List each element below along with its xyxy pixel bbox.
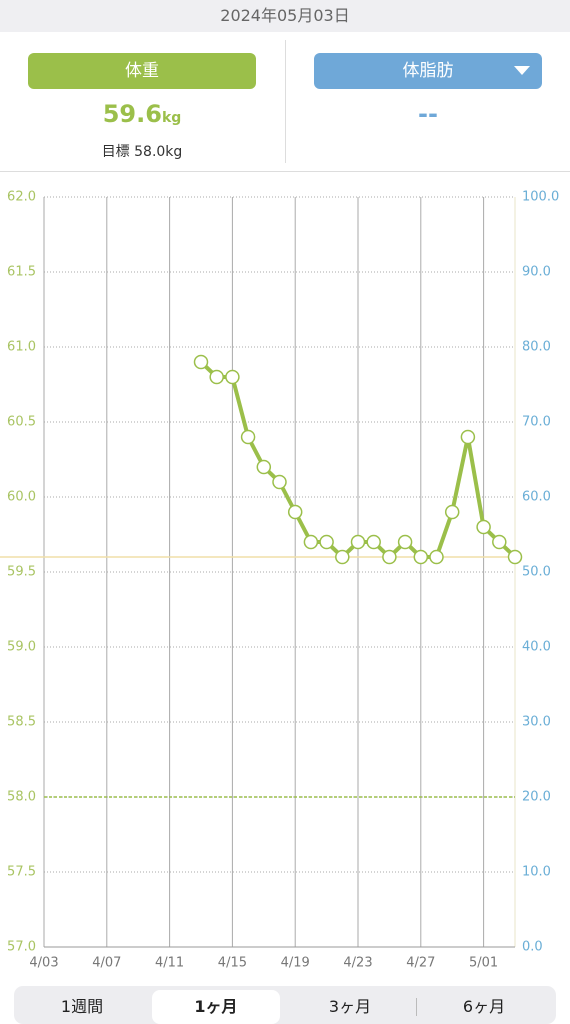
y2-tick-label: 80.0 <box>522 340 551 355</box>
data-point <box>272 474 287 490</box>
weight-button[interactable]: 体重 <box>28 53 256 89</box>
y-tick-label: 58.5 <box>7 715 36 730</box>
period-tab[interactable]: 1週間 <box>60 997 104 1016</box>
separator <box>0 171 570 172</box>
data-point <box>382 549 397 565</box>
data-point <box>303 534 319 550</box>
y-tick-label: 59.0 <box>7 640 36 655</box>
data-point <box>335 549 350 565</box>
y2-tick-label: 70.0 <box>522 415 551 430</box>
y-tick-label: 60.5 <box>7 415 36 430</box>
date-header: 2024年05月03日 <box>0 0 570 32</box>
y2-tick-label: 50.0 <box>522 565 551 580</box>
y-tick-label: 59.5 <box>7 565 36 580</box>
data-point <box>366 534 381 550</box>
fat-value: -- <box>418 100 438 128</box>
y2-tick-label: 90.0 <box>522 265 551 280</box>
data-point <box>429 549 444 565</box>
x-tick-label: 5/01 <box>469 956 498 971</box>
data-point <box>492 534 507 550</box>
fat-label: 体脂肪 <box>402 61 454 81</box>
data-point <box>460 429 476 445</box>
x-tick-label: 4/03 <box>29 956 58 971</box>
data-point <box>209 369 224 385</box>
y-tick-label: 60.0 <box>7 490 36 505</box>
period-tab[interactable]: 6ヶ月 <box>416 990 548 1024</box>
period-tabs: 1週間 1ヶ月 3ヶ月 6ヶ月 <box>14 986 556 1024</box>
x-tick-label: 4/07 <box>92 956 121 971</box>
chart: 57.0 57.5 58.0 58.5 59.0 59.5 60.0 60.5 61.0 61.5… <box>0 190 559 971</box>
data-point <box>350 534 366 550</box>
y2-tick-label: 0.0 <box>522 940 543 955</box>
y2-tick-label: 100.0 <box>522 190 559 205</box>
x-tick-label: 4/27 <box>406 956 435 971</box>
period-tab[interactable]: 3ヶ月 <box>328 997 372 1016</box>
y2-tick-label: 30.0 <box>522 715 551 730</box>
data-point <box>413 549 429 565</box>
tab-divider <box>416 998 417 1016</box>
weight-value: 59.6kg <box>28 100 256 128</box>
y-tick-label: 61.5 <box>7 265 36 280</box>
fat-button[interactable]: 体脂肪 <box>314 53 542 89</box>
period-tab[interactable]: 1ヶ月 <box>152 990 280 1024</box>
data-point <box>256 459 272 475</box>
y-tick-label: 62.0 <box>7 190 36 205</box>
x-tick-label: 4/23 <box>343 956 372 971</box>
y-tick-label: 57.5 <box>7 865 36 880</box>
dropdown-icon <box>514 66 530 75</box>
data-point <box>507 549 523 565</box>
data-point <box>397 534 413 550</box>
y2-tick-label: 20.0 <box>522 790 551 805</box>
data-point <box>444 504 460 520</box>
data-point <box>193 354 209 370</box>
y-tick-label: 58.0 <box>7 790 36 805</box>
y2-tick-label: 60.0 <box>522 490 551 505</box>
data-point <box>240 429 256 445</box>
divider <box>285 40 286 163</box>
y-tick-label: 57.0 <box>7 940 36 955</box>
data-point <box>476 519 491 535</box>
weight-unit: kg <box>161 110 182 126</box>
data-point <box>319 534 334 550</box>
data-point <box>287 504 303 520</box>
weight-number: 59.6 <box>102 100 162 128</box>
data-point <box>225 369 240 385</box>
x-tick-label: 4/15 <box>218 956 247 971</box>
x-tick-label: 4/11 <box>155 956 184 971</box>
y2-tick-label: 40.0 <box>522 640 551 655</box>
y2-tick-label: 10.0 <box>522 865 551 880</box>
goal-text: 目標 58.0kg <box>101 144 183 160</box>
x-tick-label: 4/19 <box>281 956 310 971</box>
y-tick-label: 61.0 <box>7 340 36 355</box>
